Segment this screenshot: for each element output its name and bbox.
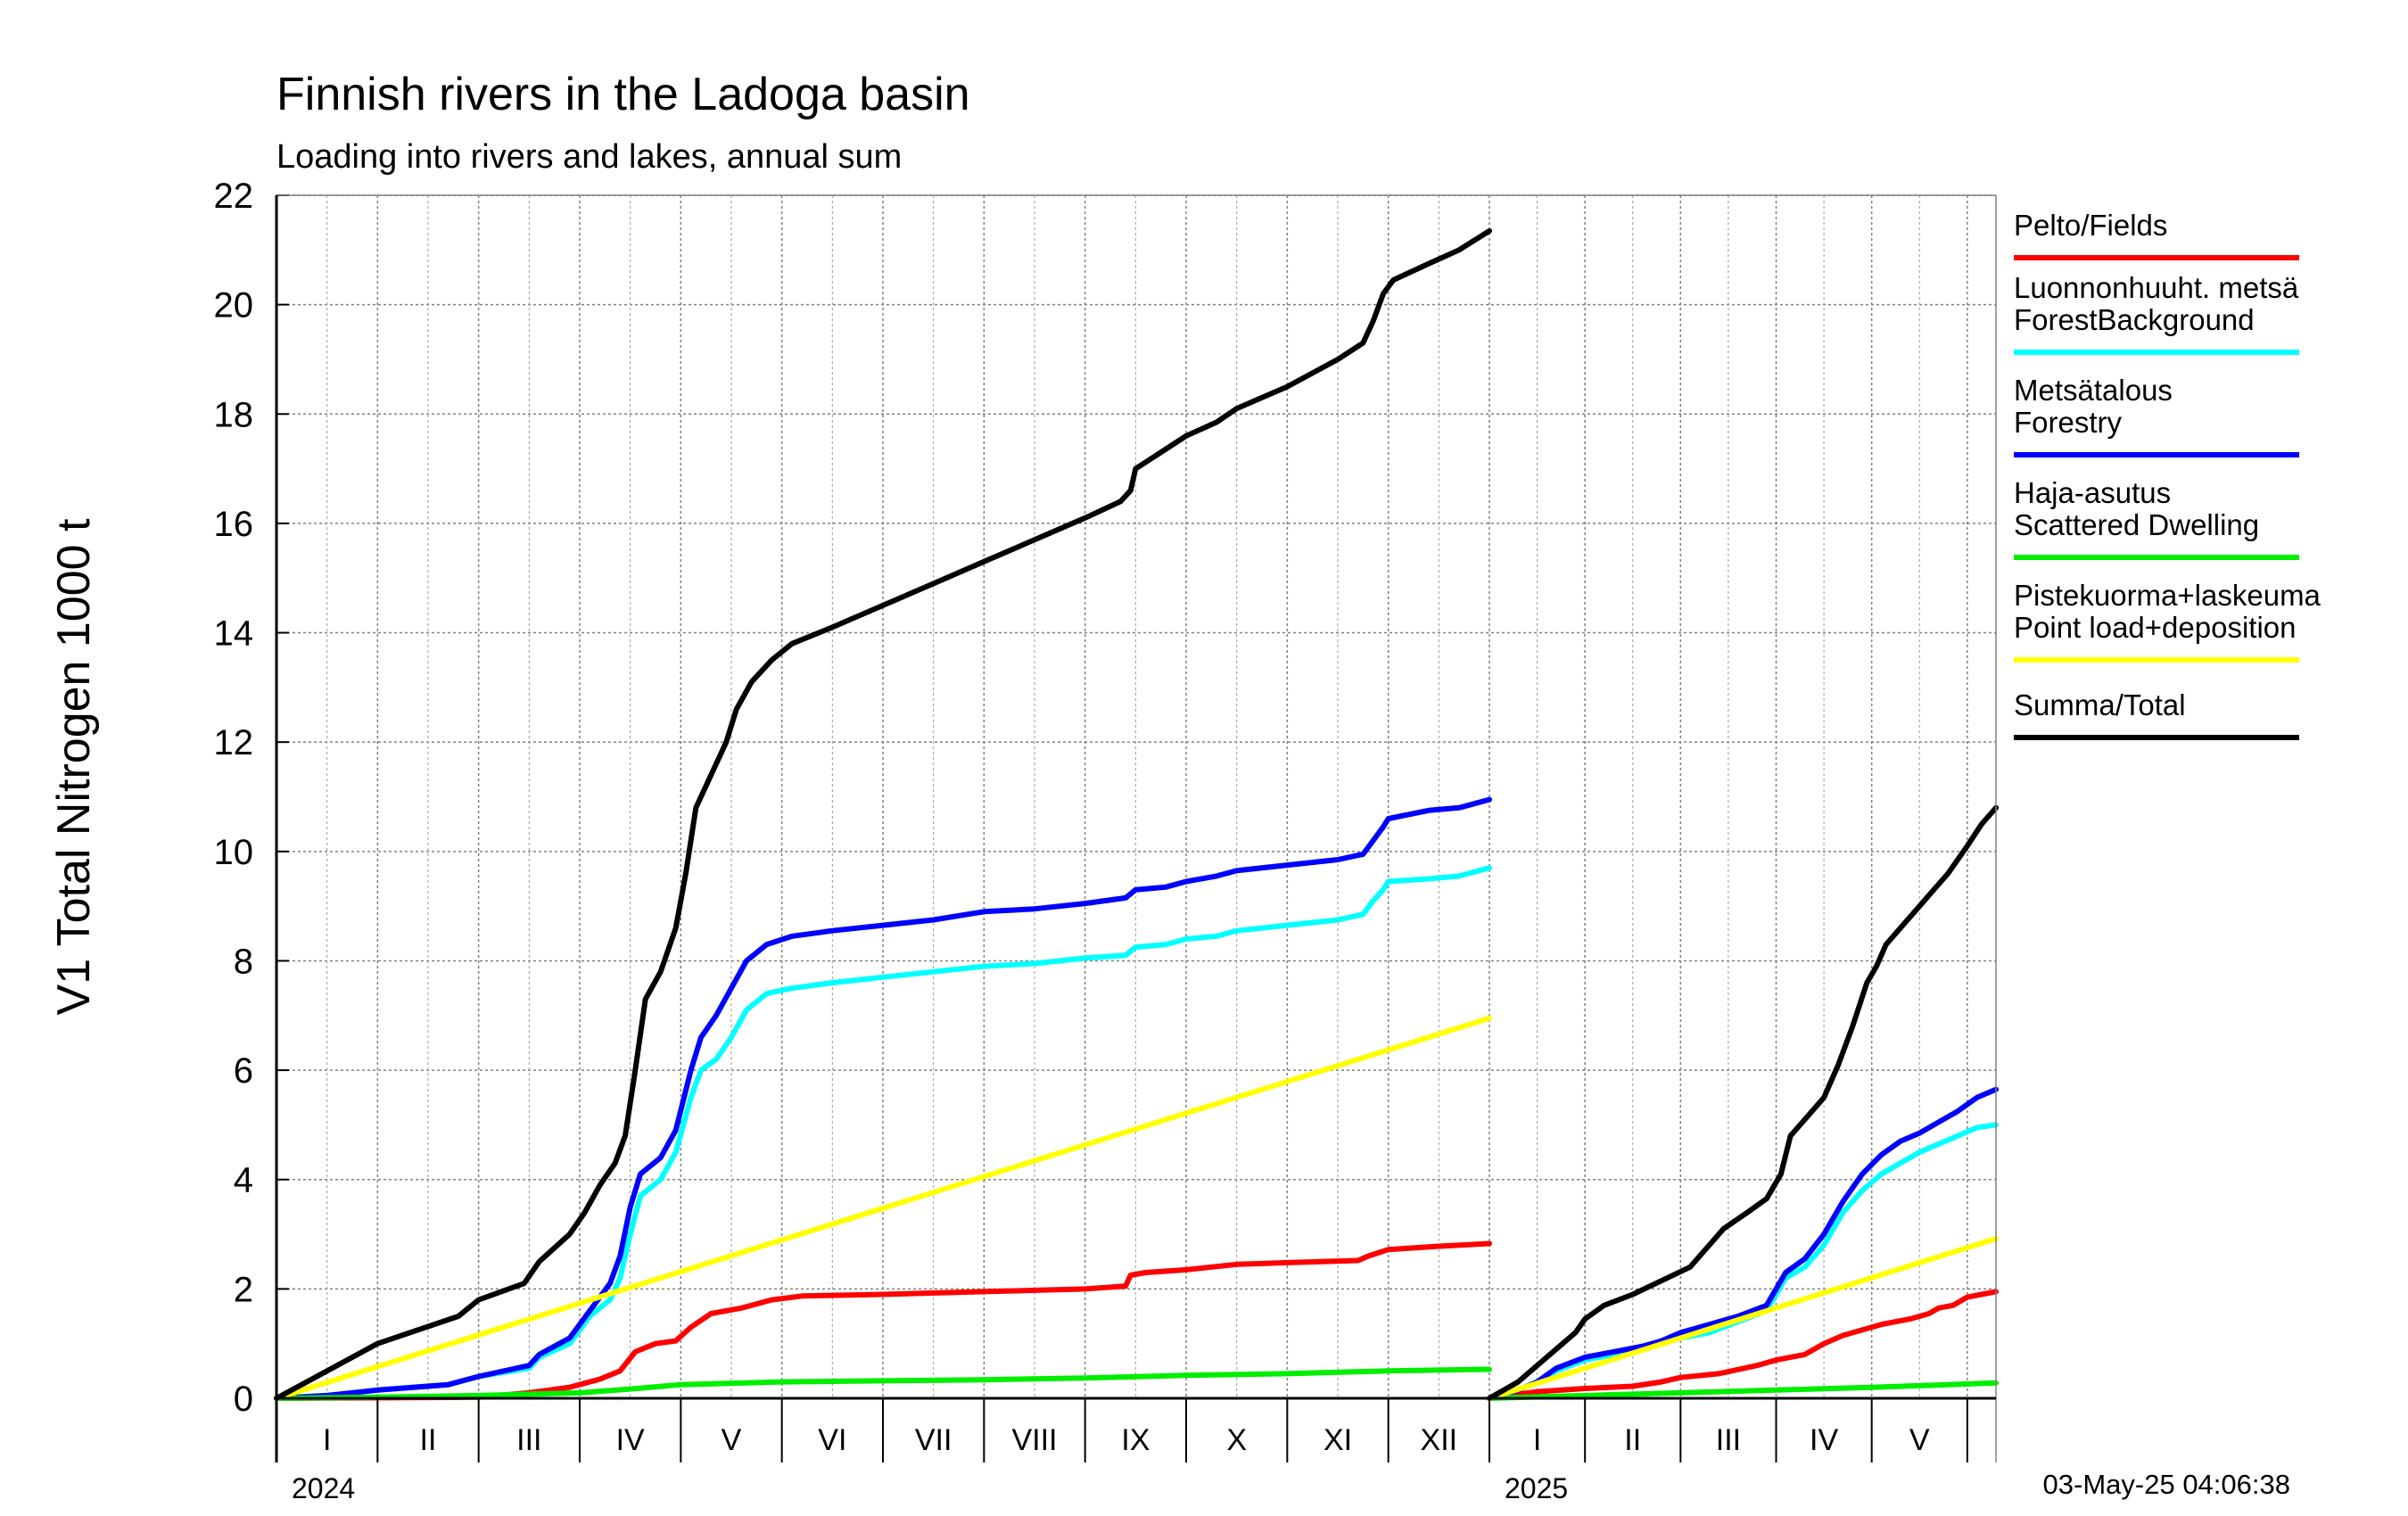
series-line-mets-talous: [1487, 1086, 1999, 1401]
month-label: IV: [616, 1423, 645, 1457]
month-label: I: [323, 1423, 331, 1457]
y-tick-label: 10: [214, 833, 254, 872]
series-line-summa-total: [274, 227, 1492, 1401]
legend-label: ForestBackground: [2014, 303, 2255, 336]
legend-label: Point load+deposition: [2014, 611, 2297, 644]
month-label: VIII: [1011, 1423, 1057, 1457]
series-line-pistekuorma-laskeuma: [274, 1015, 1492, 1401]
legend-label: Pelto/Fields: [2014, 209, 2167, 242]
year-label: 2025: [1505, 1472, 1568, 1504]
month-label: II: [1624, 1423, 1641, 1457]
month-label: III: [516, 1423, 541, 1457]
month-label: I: [1533, 1423, 1541, 1457]
chart-subtitle: Loading into rivers and lakes, annual su…: [276, 138, 902, 176]
month-label: III: [1716, 1423, 1741, 1457]
month-label: XII: [1421, 1423, 1458, 1457]
month-label: VI: [818, 1423, 846, 1457]
y-tick-label: 14: [214, 614, 254, 654]
series-line-pelto-fields: [274, 1240, 1492, 1401]
series-line-haja-asutus: [274, 1366, 1492, 1401]
chart-title: Finnish rivers in the Ladoga basin: [276, 69, 970, 120]
series-line-haja-asutus: [1487, 1380, 1999, 1401]
month-label: VII: [915, 1423, 952, 1457]
legend-label: Scattered Dwelling: [2014, 508, 2259, 541]
y-tick-label: 2: [234, 1270, 253, 1309]
series-line-mets-talous: [274, 796, 1492, 1401]
y-tick-label: 6: [234, 1051, 253, 1091]
y-tick-label: 16: [214, 505, 254, 544]
series-line-summa-total: [1487, 804, 1999, 1401]
series-line-luonnonhuuht: [274, 865, 1492, 1401]
legend-label: Metsätalous: [2014, 374, 2173, 407]
y-tick-label: 8: [234, 942, 253, 981]
month-label: V: [722, 1423, 742, 1457]
y-tick-label: 18: [214, 395, 254, 434]
month-label: II: [420, 1423, 437, 1457]
series-line-pistekuorma-laskeuma: [1487, 1236, 1999, 1401]
series-line-pelto-fields: [1487, 1289, 1999, 1401]
month-label: XI: [1324, 1423, 1352, 1457]
y-tick-label: 0: [234, 1380, 253, 1419]
legend-label: Haja-asutus: [2014, 476, 2171, 509]
legend-label: Pistekuorma+laskeuma: [2014, 579, 2321, 612]
y-tick-label: 4: [234, 1161, 253, 1200]
month-label: V: [1909, 1423, 1930, 1457]
y-tick-label: 20: [214, 286, 254, 325]
y-axis-label: V1 Total Nitrogen 1000 t: [48, 518, 100, 1016]
month-label: X: [1226, 1423, 1247, 1457]
legend-label: Summa/Total: [2014, 688, 2186, 721]
y-tick-label: 22: [214, 177, 254, 216]
legend-label: Forestry: [2014, 406, 2123, 439]
year-label: 2024: [292, 1472, 355, 1504]
month-label: IV: [1810, 1423, 1838, 1457]
month-label: IX: [1121, 1423, 1150, 1457]
legend-label: Luonnonhuuht. metsä: [2014, 271, 2299, 304]
timestamp: 03-May-25 04:06:38: [2043, 1469, 2290, 1500]
y-tick-label: 12: [214, 723, 254, 762]
